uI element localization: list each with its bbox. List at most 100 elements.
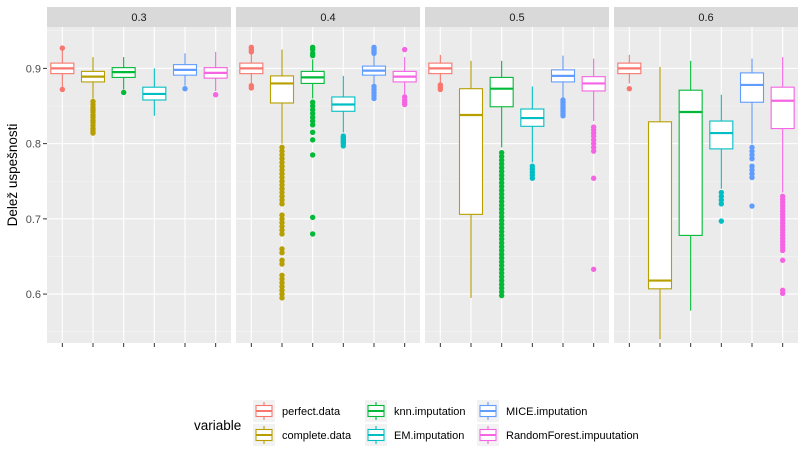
outlier-point (498, 243, 505, 250)
outlier-point (309, 107, 316, 113)
outlier-point (279, 163, 285, 169)
outlier-point (309, 231, 316, 237)
outlier-point (279, 287, 285, 294)
box-em-imputation (520, 86, 545, 181)
panel-background (614, 27, 798, 343)
box-body (770, 86, 795, 130)
outlier-point (279, 159, 285, 166)
outlier-point (498, 225, 505, 231)
outlier-point (279, 261, 285, 267)
outlier-point (120, 89, 127, 96)
outlier-point (498, 251, 505, 257)
outlier-point (279, 189, 285, 196)
outlier-point (590, 140, 597, 147)
box-complete-data (647, 66, 673, 340)
outlier-point (309, 103, 316, 109)
outlier-point (498, 217, 505, 224)
outlier-point (248, 44, 255, 51)
legend-key (477, 400, 499, 422)
box-body (678, 89, 703, 236)
box-knn-imputation (111, 57, 136, 96)
outlier-point (309, 52, 316, 59)
outlier-point (749, 148, 755, 154)
outlier-point (779, 257, 786, 263)
outlier-point (279, 197, 285, 203)
outlier-point (371, 50, 377, 57)
box-mice-imputation (361, 44, 387, 102)
outlier-point (498, 202, 505, 209)
outlier-point (309, 137, 316, 143)
legend-label: MICE.imputation (506, 406, 587, 418)
outlier-point (90, 130, 96, 136)
outlier-point (590, 133, 597, 139)
legend-title: variable (194, 418, 241, 433)
outlier-point (498, 206, 505, 212)
outlier-point (498, 281, 505, 288)
outlier-point (59, 45, 66, 51)
legend-entry: RandomForest.impuutation (477, 424, 639, 446)
facet-strip-label: 0.3 (131, 12, 146, 24)
outlier-point (529, 175, 536, 181)
box-body (709, 120, 734, 150)
outlier-point (749, 171, 755, 177)
outlier-point (560, 113, 566, 119)
outlier-point (498, 187, 505, 193)
outlier-point (749, 203, 755, 209)
outlier-point (749, 167, 755, 173)
outlier-point (498, 240, 505, 246)
facet-panels: 0.3 0.4 0.5 0.6 (47, 7, 798, 347)
box-knn-imputation (489, 60, 514, 299)
panel-background (425, 27, 609, 343)
outlier-point (279, 227, 285, 233)
outlier-point (279, 155, 285, 162)
y-axis-title: Delež uspešnosti (5, 124, 20, 227)
box-randomforest-impuutation (581, 58, 606, 272)
outlier-point (498, 221, 505, 227)
outlier-point (212, 92, 219, 98)
y-axis: 0.6 0.7 0.8 0.9 (26, 63, 47, 301)
outlier-point (309, 110, 316, 117)
outlier-point (279, 246, 285, 252)
facet-strip (614, 7, 798, 27)
box-mice-imputation (172, 53, 198, 92)
box-perfect-data (50, 45, 75, 93)
box-em-imputation (709, 94, 734, 224)
outlier-point (718, 193, 725, 199)
outlier-point (498, 164, 505, 171)
y-tick-label: 0.9 (26, 63, 41, 75)
box-randomforest-impuutation (392, 46, 417, 108)
outlier-point (498, 210, 505, 216)
outlier-point (498, 213, 505, 220)
outlier-point (401, 101, 408, 108)
facet-panel: 0.5 (425, 7, 609, 347)
legend-entry: perfect.data (253, 400, 341, 422)
outlier-point (498, 149, 505, 156)
outlier-point (626, 85, 633, 92)
outlier-point (309, 99, 316, 105)
box-complete-data (269, 49, 295, 301)
legend-label: RandomForest.impuutation (506, 430, 639, 442)
outlier-point (279, 219, 285, 226)
outlier-point (371, 95, 377, 102)
outlier-point (309, 114, 316, 120)
outlier-point (182, 85, 188, 92)
box-complete-data (80, 57, 106, 136)
box-body (739, 72, 765, 103)
outlier-point (498, 270, 505, 276)
outlier-point (279, 144, 285, 151)
outlier-point (718, 201, 725, 207)
box-knn-imputation (300, 44, 325, 237)
outlier-point (309, 129, 316, 136)
box-perfect-data (428, 54, 453, 93)
outlier-point (309, 152, 316, 158)
outlier-point (279, 216, 285, 222)
outlier-point (309, 122, 316, 128)
outlier-point (498, 236, 505, 242)
outlier-point (279, 257, 285, 263)
box-body (647, 121, 673, 290)
outlier-point (590, 137, 597, 143)
outlier-point (590, 175, 597, 181)
facet-strip-label: 0.6 (698, 12, 713, 24)
outlier-point (498, 195, 505, 201)
outlier-point (718, 197, 725, 203)
